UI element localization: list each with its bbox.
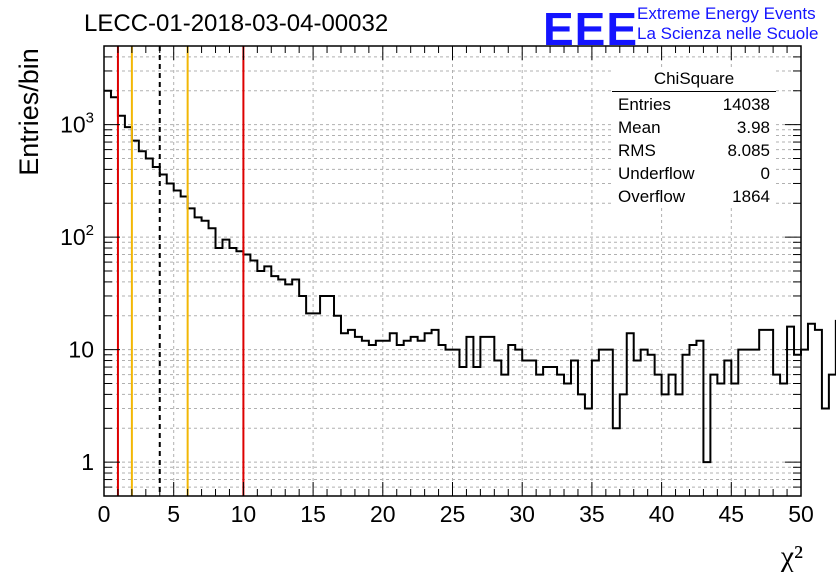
x-axis-title: χ² [780,540,803,572]
histogram-series [104,89,836,464]
x-tick-label: 10 [231,501,257,527]
stats-label: Entries [618,95,671,114]
x-tick-label: 50 [788,501,814,527]
logo-line-2: La Scienza nelle Scuole [637,24,819,43]
stats-value: 8.085 [727,141,770,160]
logo-line-1: Extreme Energy Events [637,4,816,23]
stats-value: 3.98 [736,118,770,137]
stats-title: ChiSquare [612,67,776,92]
stats-label: Overflow [618,187,686,206]
chart-title: LECC-01-2018-03-04-00032 [84,10,389,37]
y-axis-title: Entries/bin [14,48,44,176]
stats-row-mean: Mean 3.98 [618,116,770,139]
x-tick-label: 30 [509,501,535,527]
x-tick-label: 0 [98,501,111,527]
stats-row-underflow: Underflow 0 [618,162,770,185]
y-tick-label: 10 [68,337,94,363]
stats-value: 0 [760,164,770,183]
x-tick-label: 35 [579,501,605,527]
stats-label: Underflow [618,164,695,183]
x-tick-label: 15 [300,501,326,527]
stats-row-overflow: Overflow 1864 [618,185,770,208]
stats-value: 1864 [732,187,770,206]
stats-label: RMS [618,141,656,160]
y-tick-label: 103 [60,110,94,138]
stats-row-rms: RMS 8.085 [618,139,770,162]
x-tick-label: 5 [167,501,180,527]
x-tick-label: 20 [370,501,396,527]
x-tick-label: 25 [440,501,466,527]
stats-label: Mean [618,118,661,137]
y-tick-label: 102 [60,222,94,250]
x-tick-label: 40 [649,501,675,527]
y-tick-label: 1 [81,449,94,475]
x-tick-label: 45 [719,501,745,527]
stats-row-entries: Entries 14038 [618,93,770,116]
stats-box: ChiSquare Entries 14038 Mean 3.98 RMS 8.… [612,67,776,207]
stats-value: 14038 [722,95,770,114]
